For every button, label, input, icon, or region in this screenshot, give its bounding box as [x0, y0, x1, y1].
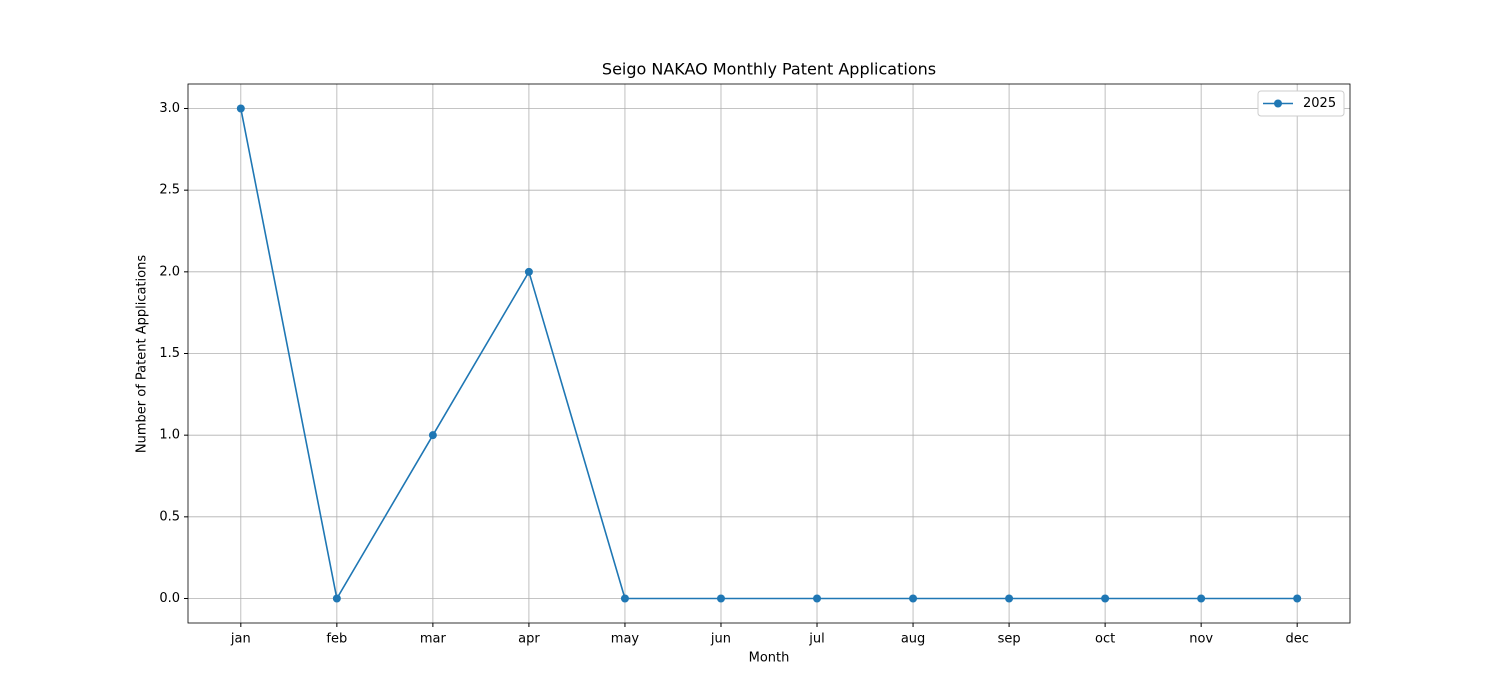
data-point	[429, 431, 437, 439]
x-tick-label: jun	[710, 632, 731, 647]
chart-title: Seigo NAKAO Monthly Patent Applications	[602, 60, 936, 79]
y-tick-label: 1.5	[159, 346, 180, 361]
chart: Seigo NAKAO Monthly Patent Applications …	[0, 0, 1500, 700]
x-tick-label: aug	[901, 632, 925, 647]
y-tick-label: 3.0	[159, 101, 180, 116]
data-point	[813, 595, 821, 603]
y-tick-label: 1.0	[159, 428, 180, 443]
data-point	[525, 268, 533, 276]
data-point	[1197, 595, 1205, 603]
x-tick-label: nov	[1189, 632, 1213, 647]
y-tick-label: 0.0	[159, 591, 180, 606]
x-tick-label: dec	[1285, 632, 1308, 647]
x-axis-label: Month	[749, 651, 790, 666]
x-tick-label: oct	[1095, 632, 1115, 647]
y-tick-label: 2.0	[159, 264, 180, 279]
x-tick-label: jul	[808, 632, 824, 647]
legend-marker	[1274, 100, 1282, 108]
data-point	[237, 105, 245, 113]
y-tick-label: 2.5	[159, 183, 180, 198]
x-tick-label: apr	[518, 632, 540, 647]
data-point	[1293, 595, 1301, 603]
y-axis-label: Number of Patent Applications	[135, 255, 150, 453]
data-point	[717, 595, 725, 603]
data-point	[621, 595, 629, 603]
x-tick-label: mar	[420, 632, 447, 647]
y-tick-label: 0.5	[159, 509, 180, 524]
legend-label: 2025	[1303, 96, 1336, 111]
x-tick-label: jan	[230, 632, 251, 647]
data-point	[1101, 595, 1109, 603]
data-point	[333, 595, 341, 603]
data-point	[909, 595, 917, 603]
x-tick-label: sep	[998, 632, 1021, 647]
x-tick-label: may	[611, 632, 640, 647]
x-tick-label: feb	[326, 632, 347, 647]
data-point	[1005, 595, 1013, 603]
